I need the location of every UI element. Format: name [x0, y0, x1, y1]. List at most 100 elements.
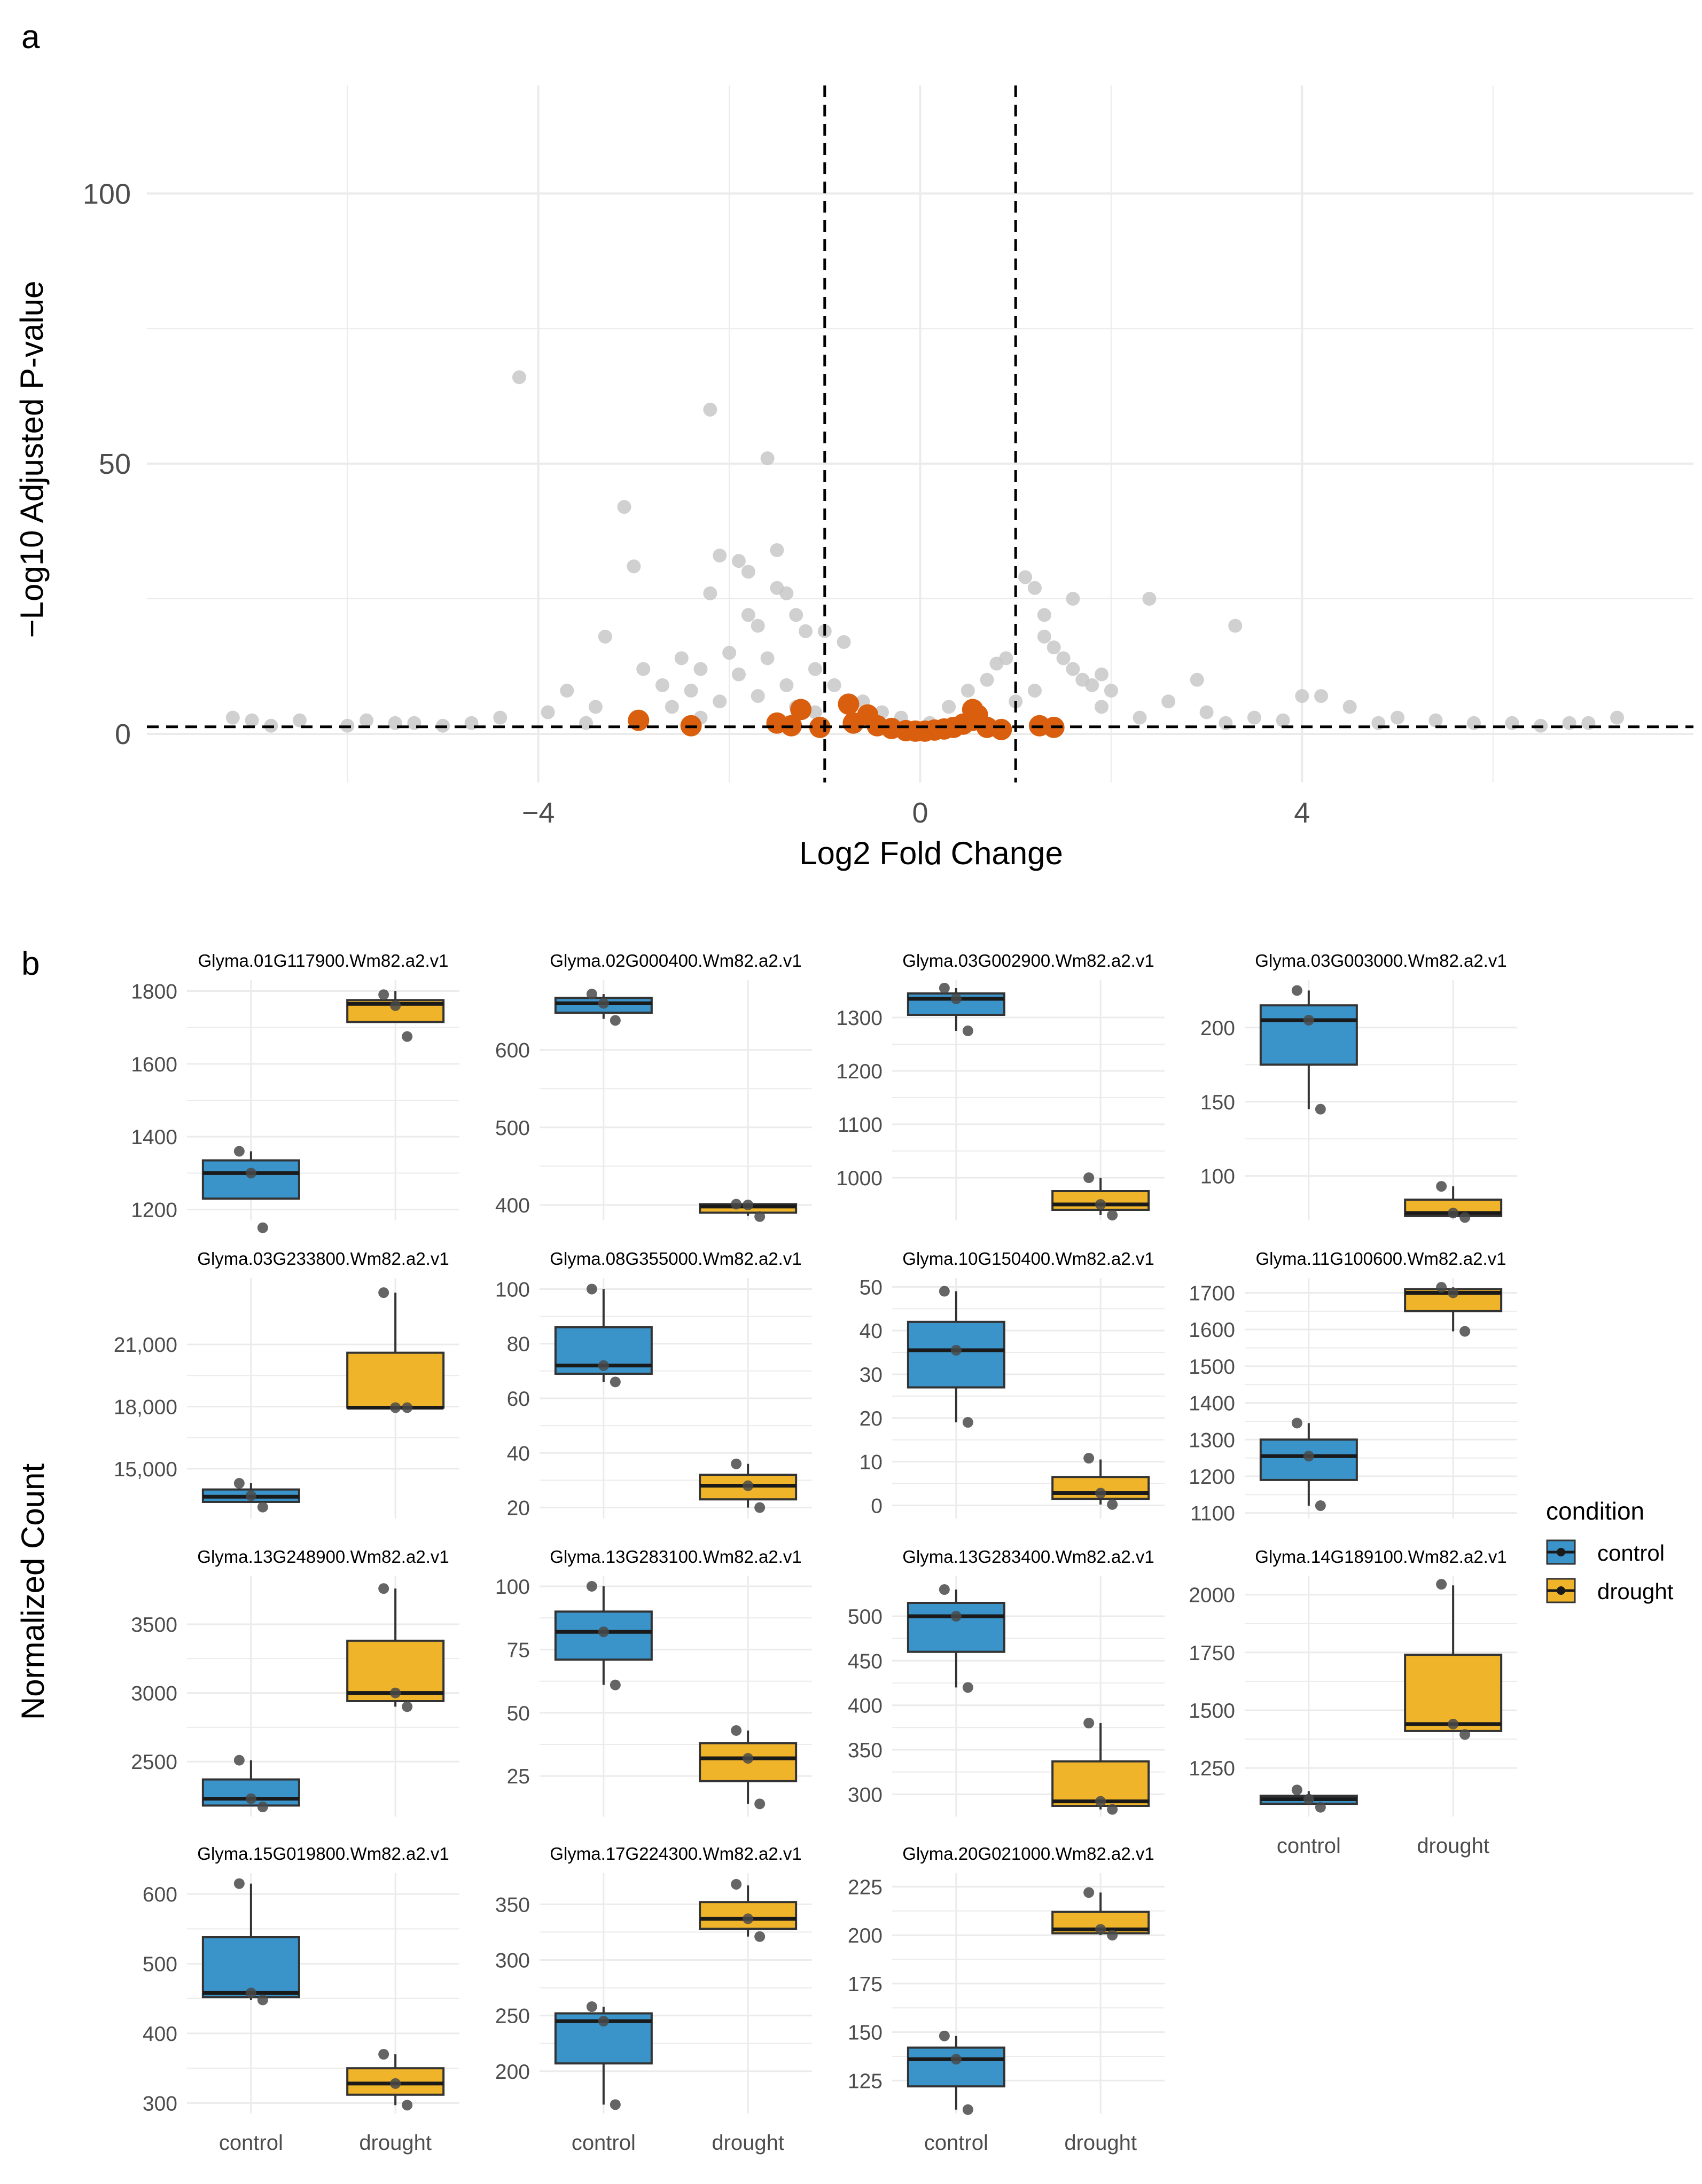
- point-nonsig: [1295, 689, 1309, 703]
- point-nonsig: [1276, 713, 1290, 727]
- y-tick-label: 75: [507, 1639, 530, 1662]
- data-point-control: [257, 1222, 268, 1233]
- y-tick-label: 300: [495, 1950, 530, 1972]
- y-tick-label: 500: [143, 1953, 177, 1976]
- data-point-drought: [731, 1458, 742, 1469]
- y-tick-label: 1200: [131, 1199, 177, 1222]
- facet-title: Glyma.17G224300.Wm82.a2.v1: [550, 1844, 801, 1864]
- x-tick-label: drought: [712, 2131, 784, 2155]
- y-tick-label: 1600: [1189, 1319, 1235, 1342]
- y-tick-label: 1250: [1189, 1757, 1235, 1780]
- data-point-control: [962, 1417, 973, 1428]
- y-tick-label: 600: [495, 1039, 530, 1062]
- point-nonsig: [1047, 640, 1061, 655]
- point-nonsig: [245, 713, 259, 727]
- legend-item-control: control: [1546, 1539, 1665, 1565]
- legend-label-drought: drought: [1597, 1579, 1674, 1604]
- y-tick-label: 3500: [131, 1614, 177, 1637]
- point-nonsig: [292, 713, 307, 727]
- data-point-drought: [1107, 1499, 1118, 1510]
- y-tick-label: 150: [848, 2022, 883, 2045]
- point-nonsig: [1391, 710, 1405, 725]
- data-point-control: [598, 1626, 609, 1638]
- panel-b-ylabel: Normalized Count: [15, 1463, 51, 1720]
- point-nonsig: [827, 678, 841, 692]
- data-point-control: [233, 1478, 245, 1489]
- facet-panel: Glyma.01G117900.Wm82.a2.v1 1200 1400 1600 18…: [131, 951, 459, 1233]
- y-tick-label: 1500: [1189, 1356, 1235, 1379]
- boxplot-grid: Glyma.01G117900.Wm82.a2.v1 1200 1400 1600 18…: [114, 951, 1517, 2155]
- y-tick-label: 350: [848, 1739, 883, 1762]
- data-point-drought: [743, 1913, 754, 1924]
- y-tick-label: 18,000: [114, 1396, 177, 1419]
- data-point-drought: [402, 1701, 413, 1712]
- facet-title: Glyma.08G355000.Wm82.a2.v1: [550, 1249, 801, 1269]
- point-nonsig: [703, 586, 717, 600]
- y-tick-label: 300: [848, 1783, 883, 1806]
- point-nonsig: [493, 710, 508, 725]
- point-nonsig: [1610, 710, 1625, 725]
- y-tick-label: 10: [860, 1451, 883, 1474]
- data-point-drought: [1436, 1181, 1447, 1192]
- data-point-drought: [378, 1287, 389, 1298]
- legend-swatch-drought-point: [1557, 1586, 1565, 1595]
- data-point-control: [586, 1283, 597, 1295]
- point-nonsig: [961, 684, 975, 698]
- point-nonsig: [942, 700, 956, 714]
- point-nonsig: [598, 629, 612, 644]
- y-tick-label: 60: [507, 1388, 530, 1411]
- data-point-control: [962, 1682, 973, 1693]
- point-nonsig: [703, 402, 717, 417]
- facet-title: Glyma.15G019800.Wm82.a2.v1: [197, 1844, 449, 1864]
- y-tick-label: 500: [495, 1117, 530, 1140]
- point-nonsig: [665, 700, 679, 714]
- data-point-drought: [1083, 1887, 1095, 1898]
- x-tick-label: drought: [1417, 1834, 1489, 1858]
- data-point-control: [962, 2104, 973, 2115]
- facet-panel: Glyma.13G283100.Wm82.a2.v1 25 50 75 100: [495, 1547, 812, 1817]
- data-point-drought: [731, 1199, 742, 1210]
- point-nonsig: [627, 559, 641, 574]
- box-drought: [1404, 1654, 1503, 1732]
- point-nonsig: [1247, 710, 1261, 725]
- data-point-drought: [1083, 1453, 1095, 1464]
- data-point-control: [939, 983, 950, 993]
- y-tick-label: 600: [143, 1883, 177, 1906]
- data-point-drought: [378, 1583, 389, 1594]
- y-tick-label: 250: [495, 2005, 530, 2028]
- y-tick-label: 50: [860, 1276, 883, 1299]
- point-nonsig: [1342, 700, 1357, 714]
- box-control: [1259, 1004, 1358, 1066]
- y-tick-label: 21,000: [114, 1334, 177, 1357]
- point-nonsig: [789, 608, 803, 622]
- data-point-control: [939, 2030, 950, 2041]
- x-tick-label: control: [219, 2131, 283, 2155]
- legend-item-drought: drought: [1546, 1578, 1674, 1604]
- y-tick-label: 1600: [131, 1053, 177, 1076]
- y-tick-label: 25: [507, 1765, 530, 1788]
- y-tick-label: 200: [848, 1924, 883, 1947]
- data-point-drought: [754, 1931, 766, 1942]
- box-drought: [346, 1351, 445, 1409]
- point-nonsig: [731, 554, 746, 568]
- point-nonsig: [1018, 570, 1033, 584]
- data-point-control: [233, 1146, 245, 1157]
- point-nonsig: [684, 684, 698, 698]
- data-point-drought: [1436, 1282, 1447, 1293]
- data-point-drought: [378, 989, 389, 1000]
- data-point-control: [598, 998, 609, 1009]
- point-nonsig: [1314, 689, 1329, 703]
- point-nonsig: [560, 684, 574, 698]
- point-nonsig: [1027, 581, 1042, 595]
- data-point-drought: [1459, 1729, 1471, 1740]
- point-nonsig: [770, 543, 784, 557]
- point-nonsig: [1037, 629, 1051, 644]
- facet-panel: Glyma.13G283400.Wm82.a2.v1 300 350 400 450 50…: [848, 1547, 1165, 1817]
- y-tick-label: 3000: [131, 1682, 177, 1705]
- data-point-control: [1303, 1015, 1314, 1026]
- point-nonsig: [837, 635, 851, 649]
- point-nonsig: [225, 710, 240, 725]
- facet-panel: Glyma.20G021000.Wm82.a2.v1 125 150 175 200 22…: [848, 1844, 1165, 2155]
- data-point-drought: [1083, 1172, 1095, 1183]
- point-nonsig: [980, 672, 994, 687]
